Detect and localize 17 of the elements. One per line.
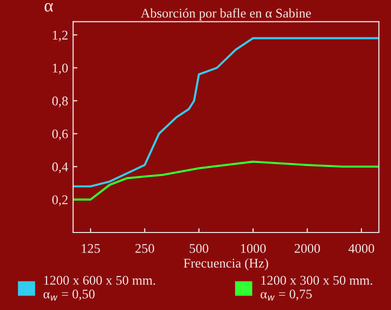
x-tick-label: 500 bbox=[190, 244, 208, 253]
y-tick-label: 1,2 bbox=[52, 30, 68, 42]
y-tick-label: 0,8 bbox=[52, 96, 68, 108]
legend-label: 1200 x 600 x 50 mm. α$_{w}$ = 0,50 bbox=[44, 276, 156, 301]
x-axis-title: Frecuencia (Hz) bbox=[184, 258, 268, 270]
x-tick-label: 1000 bbox=[241, 244, 266, 253]
y-tick-label: 0,6 bbox=[52, 129, 68, 140]
x-tick-label: 125 bbox=[82, 244, 100, 253]
y-tick-label: 0,4 bbox=[52, 162, 68, 174]
x-tick-label: 2000 bbox=[294, 244, 320, 253]
x-tick-label: 250 bbox=[135, 244, 154, 253]
y-axis-title: α bbox=[44, 3, 53, 12]
legend-label: 1200 x 300 x 50 mm. α$_{w}$ = 0,75 bbox=[260, 276, 372, 301]
x-tick-label: 4000 bbox=[348, 244, 374, 253]
y-tick-label: 0,2 bbox=[52, 195, 68, 206]
y-tick-label: 1,0 bbox=[52, 64, 68, 74]
chart-title: Absorción por bafle en α Sabine bbox=[140, 8, 311, 20]
